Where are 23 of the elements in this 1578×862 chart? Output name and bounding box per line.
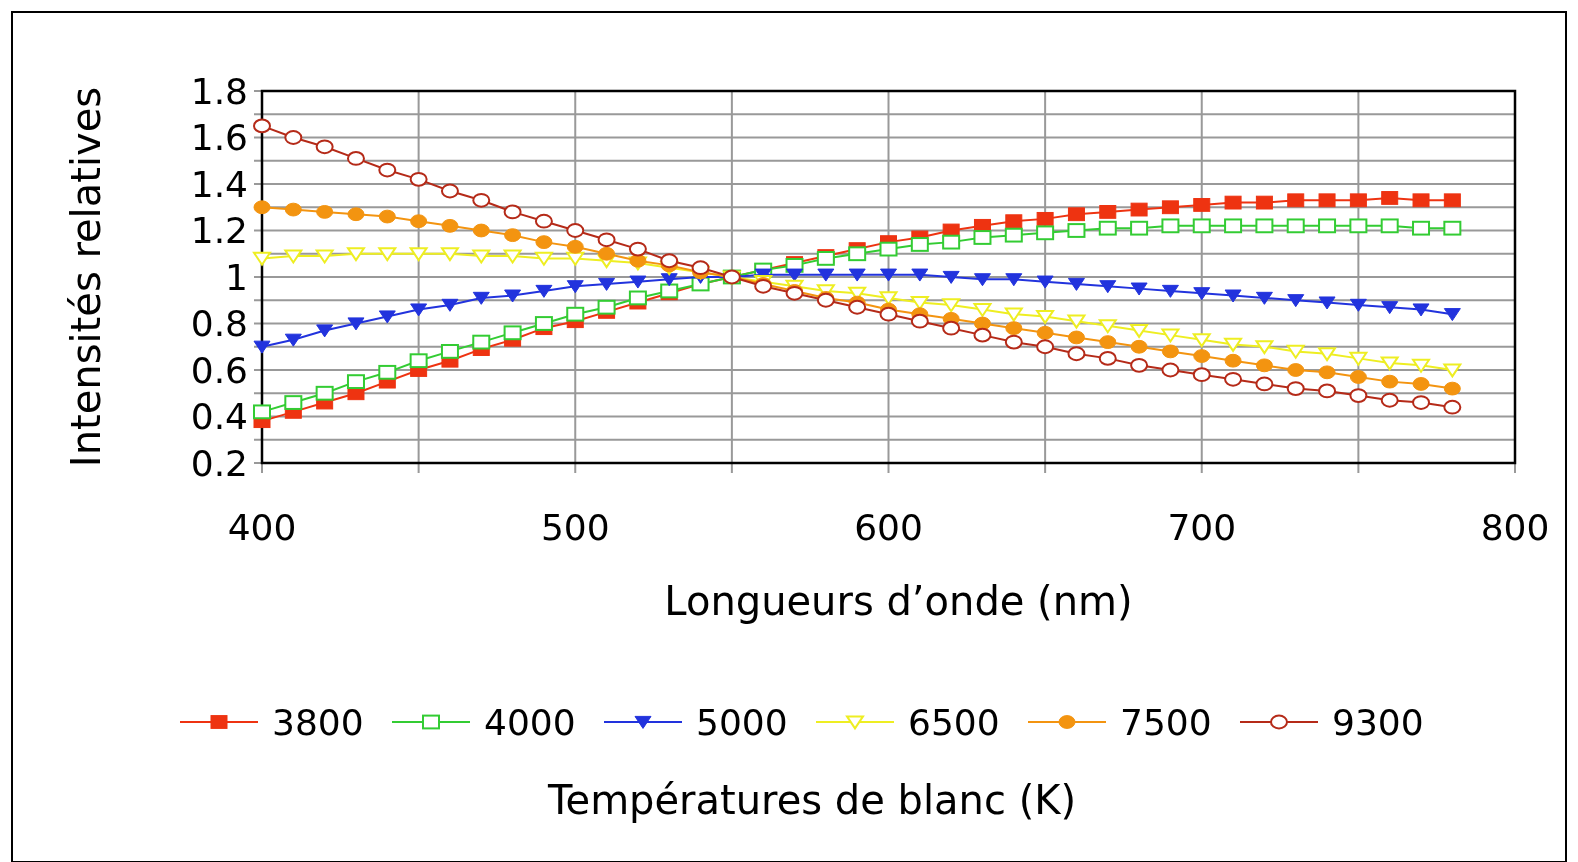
y-tick-label: 1 <box>225 256 248 298</box>
y-tick-label: 1.6 <box>190 117 248 158</box>
y-axis-title: Intensités relatives <box>63 86 109 468</box>
y-tick-label: 0.6 <box>190 349 248 391</box>
y-tick-label: 0.8 <box>190 303 248 344</box>
legend-label: 7500 <box>1120 701 1212 743</box>
y-tick-label: 0.4 <box>190 396 248 437</box>
x-tick-label: 800 <box>1480 506 1550 548</box>
y-tick-label: 1.8 <box>190 70 248 112</box>
legend-label: 3800 <box>272 701 364 743</box>
y-tick-label: 1.4 <box>190 163 248 205</box>
legend-label: 9300 <box>1332 701 1424 743</box>
y-tick-label: 0.2 <box>190 442 248 484</box>
legend-label: 5000 <box>696 701 788 743</box>
x-tick-label: 700 <box>1167 506 1237 548</box>
legend-label: 6500 <box>908 701 1000 743</box>
x-tick-label: 600 <box>854 506 923 548</box>
x-axis-title: Longueurs d’onde (nm) <box>664 578 1133 624</box>
x-tick-label: 400 <box>227 506 297 548</box>
legend-title: Températures de blanc (K) <box>546 777 1077 823</box>
legend-label: 4000 <box>484 701 576 743</box>
x-tick-label: 500 <box>540 506 610 548</box>
y-tick-label: 1.2 <box>190 210 248 251</box>
